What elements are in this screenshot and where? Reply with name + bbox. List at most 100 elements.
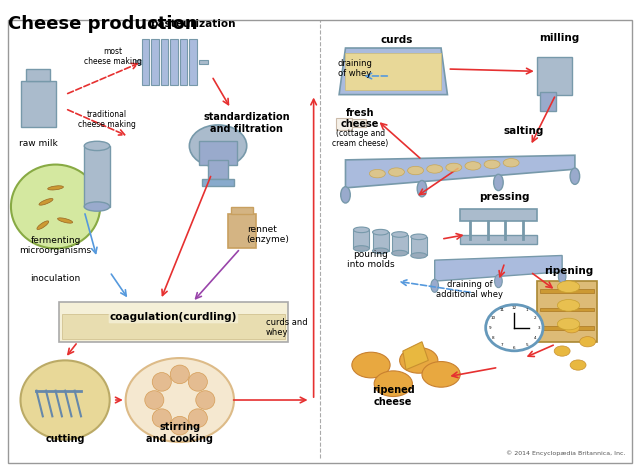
FancyBboxPatch shape (353, 230, 369, 249)
Ellipse shape (145, 391, 164, 409)
Text: salting: salting (504, 126, 544, 136)
FancyBboxPatch shape (189, 38, 197, 85)
FancyBboxPatch shape (151, 38, 159, 85)
Ellipse shape (11, 165, 100, 249)
Ellipse shape (37, 221, 49, 229)
Text: 5: 5 (525, 343, 528, 347)
Text: curds: curds (380, 35, 413, 45)
Ellipse shape (493, 174, 503, 190)
Ellipse shape (20, 360, 109, 439)
Text: fermenting
microorganisms: fermenting microorganisms (19, 236, 92, 255)
Text: standardization
and filtration: standardization and filtration (204, 113, 290, 134)
Ellipse shape (408, 166, 424, 175)
Ellipse shape (84, 202, 109, 211)
FancyBboxPatch shape (202, 179, 234, 186)
Ellipse shape (503, 159, 519, 167)
Text: cutting: cutting (45, 434, 85, 444)
Text: (cottage and
cream cheese): (cottage and cream cheese) (332, 129, 388, 148)
FancyBboxPatch shape (392, 234, 408, 253)
Polygon shape (346, 155, 575, 188)
Ellipse shape (369, 169, 385, 178)
Text: 2: 2 (534, 316, 537, 320)
Text: traditional
cheese making: traditional cheese making (77, 110, 136, 129)
Text: pasteurization: pasteurization (150, 19, 236, 29)
Ellipse shape (152, 372, 172, 391)
Ellipse shape (580, 337, 596, 347)
Text: 4: 4 (534, 336, 537, 340)
Text: 8: 8 (492, 336, 495, 340)
FancyBboxPatch shape (209, 160, 228, 179)
Ellipse shape (411, 234, 427, 240)
Ellipse shape (411, 253, 427, 258)
Ellipse shape (189, 125, 246, 167)
Text: 3: 3 (538, 326, 540, 330)
FancyBboxPatch shape (62, 314, 285, 340)
Ellipse shape (486, 305, 543, 351)
FancyBboxPatch shape (537, 57, 572, 95)
Ellipse shape (495, 274, 502, 287)
Ellipse shape (388, 168, 404, 176)
Ellipse shape (570, 168, 580, 184)
Ellipse shape (392, 232, 408, 237)
Text: ripened
cheese: ripened cheese (372, 385, 415, 407)
FancyBboxPatch shape (161, 38, 168, 85)
Ellipse shape (196, 391, 215, 409)
FancyBboxPatch shape (20, 81, 56, 127)
Ellipse shape (557, 318, 580, 330)
Ellipse shape (125, 358, 234, 442)
FancyBboxPatch shape (372, 232, 388, 251)
Ellipse shape (484, 160, 500, 168)
Ellipse shape (558, 270, 566, 283)
FancyBboxPatch shape (84, 146, 109, 206)
Ellipse shape (422, 362, 460, 387)
Ellipse shape (399, 348, 438, 373)
Ellipse shape (557, 300, 580, 311)
Ellipse shape (554, 346, 570, 356)
Polygon shape (403, 342, 428, 370)
FancyBboxPatch shape (180, 38, 188, 85)
Ellipse shape (564, 323, 580, 333)
FancyBboxPatch shape (540, 326, 594, 330)
FancyBboxPatch shape (59, 302, 288, 342)
Ellipse shape (374, 371, 412, 396)
FancyBboxPatch shape (336, 118, 352, 129)
FancyBboxPatch shape (411, 237, 427, 256)
Text: Cheese production: Cheese production (8, 15, 197, 33)
FancyBboxPatch shape (231, 206, 253, 213)
Ellipse shape (557, 281, 580, 293)
FancyBboxPatch shape (537, 281, 597, 342)
Text: inoculation: inoculation (31, 274, 81, 283)
Text: ripening: ripening (544, 266, 593, 276)
FancyBboxPatch shape (352, 119, 366, 127)
Ellipse shape (188, 372, 207, 391)
Text: fresh
cheese: fresh cheese (341, 108, 380, 129)
Text: © 2014 Encyclopædia Britannica, Inc.: © 2014 Encyclopædia Britannica, Inc. (506, 450, 626, 456)
FancyBboxPatch shape (346, 53, 441, 90)
Text: pressing: pressing (479, 191, 530, 202)
FancyBboxPatch shape (540, 92, 556, 111)
Text: stirring
and cooking: stirring and cooking (147, 423, 213, 444)
Text: 7: 7 (501, 343, 504, 347)
FancyBboxPatch shape (170, 38, 178, 85)
Text: rennet
(enzyme): rennet (enzyme) (246, 225, 289, 244)
Text: draining of
additional whey: draining of additional whey (436, 280, 503, 299)
Ellipse shape (392, 250, 408, 256)
FancyBboxPatch shape (460, 209, 537, 220)
Ellipse shape (58, 218, 73, 223)
Text: 6: 6 (513, 346, 516, 350)
FancyBboxPatch shape (228, 213, 256, 249)
FancyBboxPatch shape (199, 141, 237, 165)
Text: coagulation(curdling): coagulation(curdling) (109, 312, 237, 322)
Text: pouring
into molds: pouring into molds (347, 250, 395, 269)
Ellipse shape (170, 416, 189, 435)
Ellipse shape (353, 227, 369, 233)
Ellipse shape (570, 360, 586, 370)
FancyBboxPatch shape (460, 235, 537, 244)
Ellipse shape (427, 165, 443, 173)
Ellipse shape (170, 365, 189, 384)
FancyBboxPatch shape (141, 38, 149, 85)
Ellipse shape (446, 163, 462, 172)
Ellipse shape (372, 248, 388, 254)
FancyBboxPatch shape (540, 308, 594, 311)
Ellipse shape (152, 409, 172, 427)
